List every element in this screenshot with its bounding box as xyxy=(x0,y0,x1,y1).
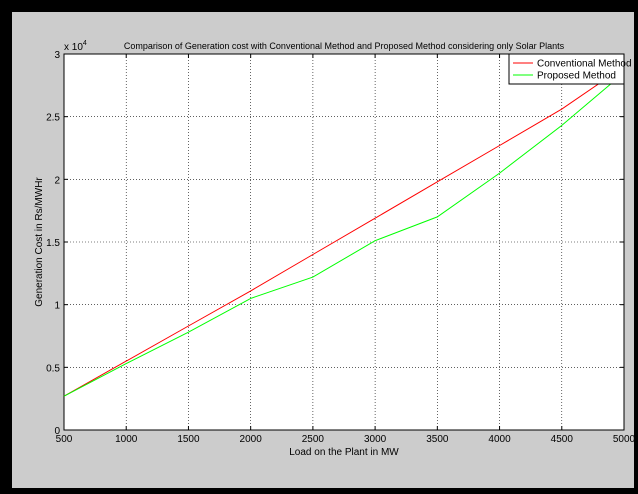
figure-window: 500 1000 1500 2000 2500 3000 3500 4000 4500 5000 0… xyxy=(12,12,634,488)
y-multiplier-exponent: 4 xyxy=(83,40,87,47)
x-tick-label: 500 xyxy=(56,434,73,445)
y-tick-label: 2.5 xyxy=(46,113,60,124)
y-tick-label: 3 xyxy=(54,50,60,61)
y-tick-label: 1.5 xyxy=(46,238,60,249)
legend-label-conventional: Conventional Method xyxy=(537,59,632,70)
y-axis-label: Generation Cost in Rs/MWHr xyxy=(34,177,45,307)
grid xyxy=(64,54,624,430)
legend-label-proposed: Proposed Method xyxy=(537,71,616,82)
x-tick-label: 2000 xyxy=(240,434,263,445)
x-tick-label: 1000 xyxy=(115,434,138,445)
series-line-proposed xyxy=(63,72,625,397)
axis-ticks: 500 1000 1500 2000 2500 3000 3500 4000 4500 5000 0… xyxy=(46,50,634,445)
x-tick-label: 3500 xyxy=(426,434,449,445)
y-axis-multiplier: x 104 xyxy=(64,40,87,53)
y-tick-label: 0 xyxy=(54,426,60,437)
line-chart: 500 1000 1500 2000 2500 3000 3500 4000 4500 5000 0… xyxy=(34,40,634,458)
chart-title: Comparison of Generation cost with Conve… xyxy=(124,41,565,51)
y-multiplier-base: x 10 xyxy=(64,42,83,53)
x-tick-label: 2500 xyxy=(302,434,325,445)
x-tick-label: 4500 xyxy=(551,434,574,445)
x-tick-label: 4000 xyxy=(488,434,511,445)
x-tick-label: 1500 xyxy=(177,434,200,445)
x-tick-label: 5000 xyxy=(613,434,634,445)
series-line-conventional xyxy=(63,66,625,397)
figure-frame: 500 1000 1500 2000 2500 3000 3500 4000 4500 5000 0… xyxy=(4,4,634,490)
legend: Conventional Method Proposed Method xyxy=(508,53,632,85)
series-lines xyxy=(63,66,625,397)
legend-box xyxy=(508,53,625,85)
y-tick-label: 1 xyxy=(54,301,60,312)
x-tick-label: 3000 xyxy=(364,434,387,445)
y-tick-label: 0.5 xyxy=(46,363,60,374)
y-tick-label: 2 xyxy=(54,175,60,186)
x-axis-label: Load on the Plant in MW xyxy=(289,447,399,458)
